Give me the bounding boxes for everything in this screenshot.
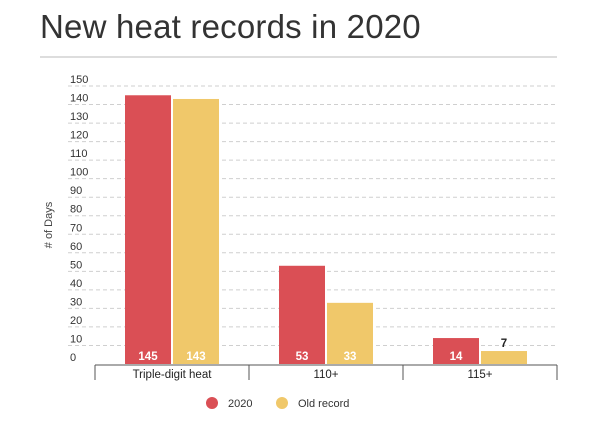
x-category-label: 110+ [313, 369, 338, 381]
data-label: 145 [138, 351, 158, 363]
x-category-label: 115+ [467, 369, 492, 381]
y-tick-label: 130 [70, 111, 88, 123]
bar [481, 351, 527, 364]
bar [433, 338, 479, 364]
legend-swatch [276, 397, 288, 409]
bar [173, 98, 219, 365]
gridlines [68, 85, 557, 346]
y-axis-label: # of Days [43, 201, 55, 248]
legend-swatch [206, 397, 218, 409]
y-tick-label: 60 [70, 241, 82, 253]
y-tick-label: 150 [70, 74, 88, 86]
legend: 2020 Old record [206, 397, 349, 410]
data-label: 143 [186, 351, 205, 363]
data-label: 53 [296, 351, 309, 363]
y-tick-label: 70 [70, 222, 82, 234]
x-category-label: Triple-digit heat [133, 369, 213, 381]
y-tick-label: 50 [70, 259, 82, 271]
data-label: 14 [450, 351, 463, 363]
bars [125, 95, 527, 365]
y-tick-label: 40 [70, 278, 82, 290]
y-tick-label: 120 [70, 130, 88, 142]
y-tick-label: 100 [70, 167, 88, 179]
data-labels: 145 143 53 33 14 7 [138, 338, 507, 363]
bar [327, 302, 373, 364]
y-axis-ticks: 0 10 20 30 40 50 60 70 80 90 100 110 120 130 140 150 [70, 74, 88, 364]
legend-label: 2020 [228, 398, 252, 410]
title-divider [40, 56, 557, 58]
data-label: 33 [344, 351, 357, 363]
y-tick-label: 0 [70, 352, 76, 364]
bar [125, 95, 171, 365]
y-tick-label: 30 [70, 296, 82, 308]
legend-label: Old record [298, 398, 349, 410]
bar [279, 265, 325, 364]
y-tick-label: 20 [70, 315, 82, 327]
x-axis: Triple-digit heat 110+ 115+ [94, 364, 558, 381]
y-tick-label: 140 [70, 93, 88, 105]
data-label: 7 [501, 338, 507, 350]
y-tick-label: 10 [70, 333, 82, 345]
chart-title: New heat records in 2020 [40, 8, 421, 45]
y-tick-label: 110 [70, 148, 88, 160]
y-tick-label: 80 [70, 204, 82, 216]
y-tick-label: 90 [70, 185, 82, 197]
